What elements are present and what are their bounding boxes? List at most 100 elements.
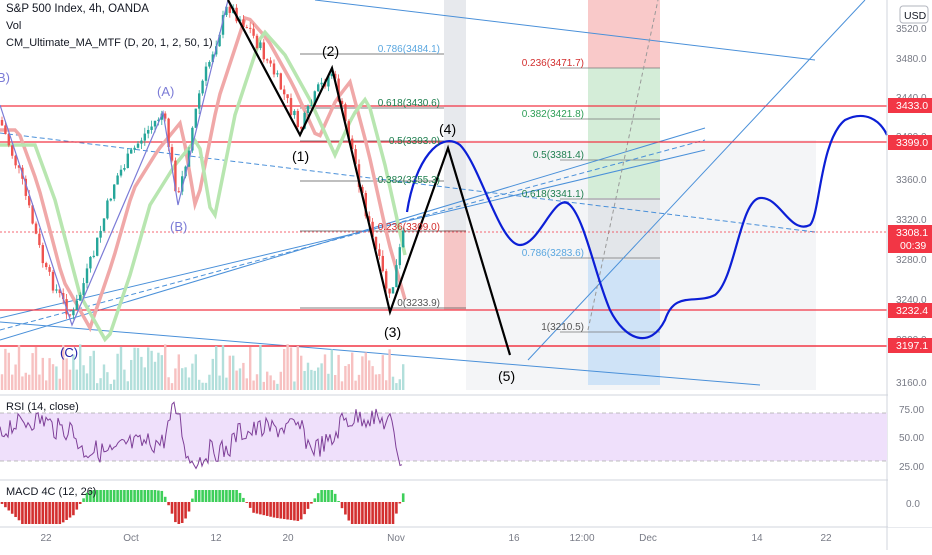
macd-bar [102, 490, 106, 502]
volume-bar [89, 356, 92, 390]
volume-bar [28, 374, 31, 390]
abc-wave-line[interactable] [0, 0, 229, 327]
ma-legend[interactable]: CM_Ultimate_MA_MTF (D, 20, 1, 2, 50, 1) [6, 37, 213, 49]
volume-bar [96, 383, 99, 390]
candle-body [68, 314, 72, 316]
badge-3232-bg [888, 303, 932, 318]
rsi-legend[interactable]: RSI (14, close) [6, 401, 79, 413]
forecast-curve[interactable] [405, 114, 888, 340]
symbol-title[interactable]: S&P 500 Index, 4h, OANDA [6, 3, 149, 15]
fib-right-label-0786: 0.786(3283.6) [522, 248, 584, 259]
candle-body [378, 249, 381, 256]
rsi-tick-75: 75.00 [899, 405, 924, 416]
macd-bar [262, 502, 266, 516]
badge-3197-bg [888, 338, 932, 353]
volume-bar [238, 368, 242, 390]
macd-legend[interactable]: MACD 4C (12, 26) [6, 486, 97, 498]
macd-bar [170, 502, 174, 514]
time-tick-20-oct: 20 [282, 533, 294, 544]
price-axis[interactable] [888, 0, 932, 527]
volume-bar [269, 375, 272, 390]
time-fib-diagonal [587, 0, 659, 331]
macd-bar [31, 502, 34, 524]
volume-bar [385, 380, 388, 390]
volume-bar [92, 350, 95, 390]
volume-bar [62, 345, 65, 390]
macd-bar [92, 490, 96, 502]
candle-body [133, 147, 136, 150]
macd-bar [272, 502, 276, 518]
macd-bar [238, 492, 242, 502]
macd-bar [201, 490, 204, 502]
volume-bar [58, 378, 61, 390]
candle-body [150, 126, 153, 130]
time-tick-22-dec: 22 [820, 533, 832, 544]
candle-body [262, 42, 265, 60]
volume-bar [381, 355, 384, 390]
badge-3433-bg [888, 98, 932, 113]
currency-button[interactable]: USD [899, 5, 929, 24]
macd-bar [245, 502, 249, 503]
candle-body [147, 129, 150, 134]
candle-body [300, 126, 303, 129]
macd-bar [286, 502, 289, 520]
fib-right-lines [560, 67, 660, 333]
macd-bar [150, 490, 153, 502]
candle-body [228, 6, 231, 13]
candle-body [320, 82, 323, 85]
candle-body [225, 6, 228, 16]
candle-body [109, 198, 112, 201]
volume-bar [65, 358, 68, 390]
candle-body [351, 138, 354, 150]
impulse-wave-line[interactable] [227, 0, 512, 356]
volume-bar [391, 376, 395, 390]
candle-body [194, 108, 197, 128]
candle-body [4, 125, 7, 135]
macd-bar [228, 490, 232, 502]
candle-body [374, 236, 378, 250]
wave-label-4: (4) [439, 121, 456, 137]
candle-body [51, 271, 55, 291]
volume-bar [157, 352, 160, 390]
candle-body [7, 134, 10, 146]
volume-bar [249, 347, 252, 390]
trend-channel[interactable] [0, 0, 866, 386]
macd-bar [153, 490, 157, 502]
volume-bar [279, 371, 282, 390]
macd-bar [48, 502, 51, 524]
macd-bar [371, 502, 374, 524]
macd-bar [194, 490, 198, 502]
macd-bar [208, 490, 211, 502]
volume-bar [228, 355, 231, 390]
candle-body [208, 61, 211, 67]
macd-bar [136, 490, 140, 502]
macd-bar [357, 502, 361, 524]
candle-body [82, 283, 85, 295]
volume-bar [347, 364, 350, 390]
macd-bar [82, 498, 85, 502]
candle-body [198, 93, 201, 109]
volume-bar [99, 378, 102, 390]
time-axis[interactable]: 22 Oct 12 20 Nov 16 12:00 Dec 14 22 [40, 533, 832, 544]
macd-bar [133, 490, 136, 502]
candle-body [58, 289, 61, 294]
candle-body [317, 84, 320, 92]
macd-bar [211, 490, 215, 502]
candles [0, 3, 405, 320]
candle-body [92, 255, 95, 257]
badge-3232: 3232.4 [896, 305, 928, 317]
macd-bar [34, 502, 38, 524]
volume-bar [133, 347, 136, 390]
volume-bar [303, 370, 306, 390]
macd-bar [337, 501, 340, 502]
macd-bar [327, 490, 330, 502]
macd-bar [167, 502, 170, 506]
volume-bar [147, 347, 150, 390]
volume-legend[interactable]: Vol [6, 20, 22, 32]
volume-bar [187, 377, 191, 390]
volume-bar [31, 353, 34, 390]
macd-bar [367, 502, 371, 524]
candle-body [289, 98, 293, 116]
candle-body [17, 165, 21, 168]
